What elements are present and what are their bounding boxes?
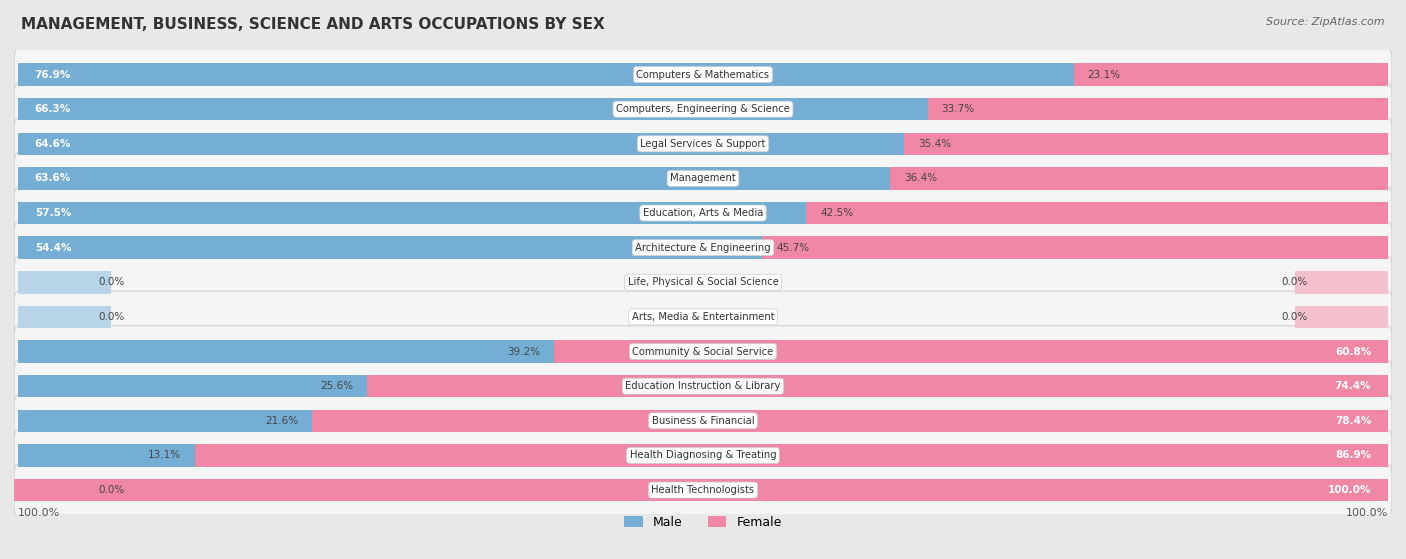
Bar: [1295, 306, 1388, 328]
Bar: [18, 236, 763, 259]
Bar: [18, 410, 312, 432]
Text: 74.4%: 74.4%: [1334, 381, 1371, 391]
Bar: [18, 375, 367, 397]
Text: 23.1%: 23.1%: [1087, 69, 1121, 79]
Text: Community & Social Service: Community & Social Service: [633, 347, 773, 357]
Text: 0.0%: 0.0%: [98, 277, 124, 287]
Text: 63.6%: 63.6%: [35, 173, 70, 183]
Bar: [18, 444, 194, 467]
Text: Health Technologists: Health Technologists: [651, 485, 755, 495]
FancyBboxPatch shape: [14, 187, 1392, 239]
Text: Life, Physical & Social Science: Life, Physical & Social Science: [627, 277, 779, 287]
Text: 39.2%: 39.2%: [508, 347, 540, 357]
Text: 100.0%: 100.0%: [1327, 485, 1371, 495]
Text: Education Instruction & Library: Education Instruction & Library: [626, 381, 780, 391]
Text: Architecture & Engineering: Architecture & Engineering: [636, 243, 770, 253]
Bar: [367, 375, 1388, 397]
Text: 64.6%: 64.6%: [35, 139, 72, 149]
Text: Business & Financial: Business & Financial: [652, 416, 754, 426]
FancyBboxPatch shape: [14, 395, 1392, 447]
Legend: Male, Female: Male, Female: [619, 510, 787, 533]
Text: 0.0%: 0.0%: [98, 485, 124, 495]
Text: Source: ZipAtlas.com: Source: ZipAtlas.com: [1267, 17, 1385, 27]
Text: 54.4%: 54.4%: [35, 243, 72, 253]
FancyBboxPatch shape: [14, 118, 1392, 169]
Text: 35.4%: 35.4%: [918, 139, 950, 149]
FancyBboxPatch shape: [14, 153, 1392, 204]
Bar: [18, 98, 928, 120]
Bar: [194, 444, 1388, 467]
Text: 57.5%: 57.5%: [35, 208, 72, 218]
Text: 78.4%: 78.4%: [1334, 416, 1371, 426]
Text: Education, Arts & Media: Education, Arts & Media: [643, 208, 763, 218]
Bar: [18, 306, 111, 328]
Text: Management: Management: [671, 173, 735, 183]
Text: 0.0%: 0.0%: [98, 312, 124, 322]
Text: 86.9%: 86.9%: [1336, 451, 1371, 461]
Text: 100.0%: 100.0%: [1346, 508, 1388, 518]
FancyBboxPatch shape: [14, 222, 1392, 273]
Bar: [18, 132, 904, 155]
Text: Health Diagnosing & Treating: Health Diagnosing & Treating: [630, 451, 776, 461]
Bar: [807, 202, 1388, 224]
Text: 66.3%: 66.3%: [35, 104, 70, 114]
Bar: [18, 271, 111, 293]
Bar: [762, 236, 1388, 259]
Bar: [312, 410, 1388, 432]
Bar: [18, 167, 890, 190]
FancyBboxPatch shape: [14, 361, 1392, 412]
FancyBboxPatch shape: [14, 291, 1392, 343]
Text: 42.5%: 42.5%: [820, 208, 853, 218]
Text: 36.4%: 36.4%: [904, 173, 938, 183]
Bar: [904, 132, 1388, 155]
Text: 76.9%: 76.9%: [35, 69, 70, 79]
Text: 60.8%: 60.8%: [1336, 347, 1371, 357]
Bar: [1074, 63, 1388, 86]
FancyBboxPatch shape: [14, 257, 1392, 308]
Bar: [18, 479, 111, 501]
Bar: [1295, 271, 1388, 293]
Text: Computers, Engineering & Science: Computers, Engineering & Science: [616, 104, 790, 114]
Text: 45.7%: 45.7%: [776, 243, 808, 253]
Text: 100.0%: 100.0%: [18, 508, 60, 518]
FancyBboxPatch shape: [14, 326, 1392, 377]
Text: 33.7%: 33.7%: [942, 104, 974, 114]
Text: Legal Services & Support: Legal Services & Support: [640, 139, 766, 149]
Bar: [18, 340, 554, 363]
Text: 21.6%: 21.6%: [264, 416, 298, 426]
Text: Arts, Media & Entertainment: Arts, Media & Entertainment: [631, 312, 775, 322]
Text: 0.0%: 0.0%: [1282, 277, 1308, 287]
Bar: [18, 63, 1074, 86]
Text: 13.1%: 13.1%: [148, 451, 181, 461]
Bar: [890, 167, 1388, 190]
Text: Computers & Mathematics: Computers & Mathematics: [637, 69, 769, 79]
FancyBboxPatch shape: [14, 83, 1392, 135]
Text: 25.6%: 25.6%: [321, 381, 353, 391]
Text: MANAGEMENT, BUSINESS, SCIENCE AND ARTS OCCUPATIONS BY SEX: MANAGEMENT, BUSINESS, SCIENCE AND ARTS O…: [21, 17, 605, 32]
Bar: [18, 202, 807, 224]
Bar: [928, 98, 1388, 120]
FancyBboxPatch shape: [14, 464, 1392, 516]
FancyBboxPatch shape: [14, 430, 1392, 481]
FancyBboxPatch shape: [14, 49, 1392, 101]
Bar: [14, 479, 1388, 501]
Text: 0.0%: 0.0%: [1282, 312, 1308, 322]
Bar: [554, 340, 1388, 363]
